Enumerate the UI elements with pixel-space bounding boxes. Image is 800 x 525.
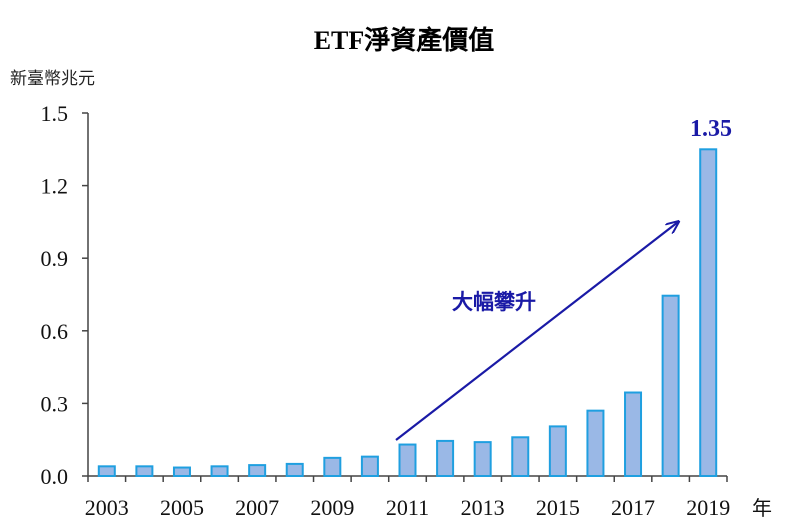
bar-2007 [248, 464, 267, 477]
bar-2018 [661, 294, 680, 477]
axes [82, 112, 728, 482]
last-value-label: 1.35 [690, 116, 732, 142]
chart-title: ETF淨資產價值 [314, 25, 495, 55]
bar-2003 [97, 465, 116, 478]
bar-2013 [473, 441, 492, 477]
bar-2011 [398, 443, 417, 478]
y-axis-unit-label: 新臺幣兆元 [10, 69, 95, 89]
bars [97, 148, 718, 478]
x-tick-labels: 2003 2005 2007 2009 2011 2013 2015 2017 2019 [85, 495, 730, 520]
x-tick-label: 2007 [235, 495, 279, 520]
bar-2004 [135, 465, 154, 478]
bar-2012 [436, 439, 455, 478]
bar-2017 [624, 391, 643, 478]
y-tick-label: 0.6 [41, 319, 69, 344]
y-tick-label: 0.9 [41, 246, 69, 271]
trend-annotation-label: 大幅攀升 [452, 290, 536, 314]
trend-arrow [395, 222, 678, 441]
y-tick-label: 1.5 [41, 101, 69, 126]
bar-2010 [360, 455, 379, 478]
bar-2006 [210, 465, 229, 478]
bar-2016 [586, 409, 605, 477]
x-tick-label: 2015 [536, 495, 580, 520]
x-tick-label: 2005 [160, 495, 204, 520]
x-axis-unit-label: 年 [752, 496, 772, 520]
y-tick-label: 0.3 [41, 391, 69, 416]
x-tick-label: 2019 [686, 495, 730, 520]
x-tick-label: 2011 [386, 495, 429, 520]
bar-2008 [285, 462, 304, 477]
bar-2009 [323, 456, 342, 478]
y-tick-label: 0.0 [41, 464, 69, 489]
x-tick-label: 2013 [461, 495, 505, 520]
bar-2014 [511, 436, 530, 477]
bar-2005 [172, 466, 191, 477]
y-tick-labels: 0.0 0.3 0.6 0.9 1.2 1.5 [41, 101, 69, 489]
bar-2015 [548, 425, 567, 478]
bar-2019 [699, 148, 718, 478]
y-tick-label: 1.2 [41, 174, 69, 199]
x-tick-label: 2003 [85, 495, 129, 520]
x-tick-label: 2009 [310, 495, 354, 520]
x-tick-label: 2017 [611, 495, 655, 520]
